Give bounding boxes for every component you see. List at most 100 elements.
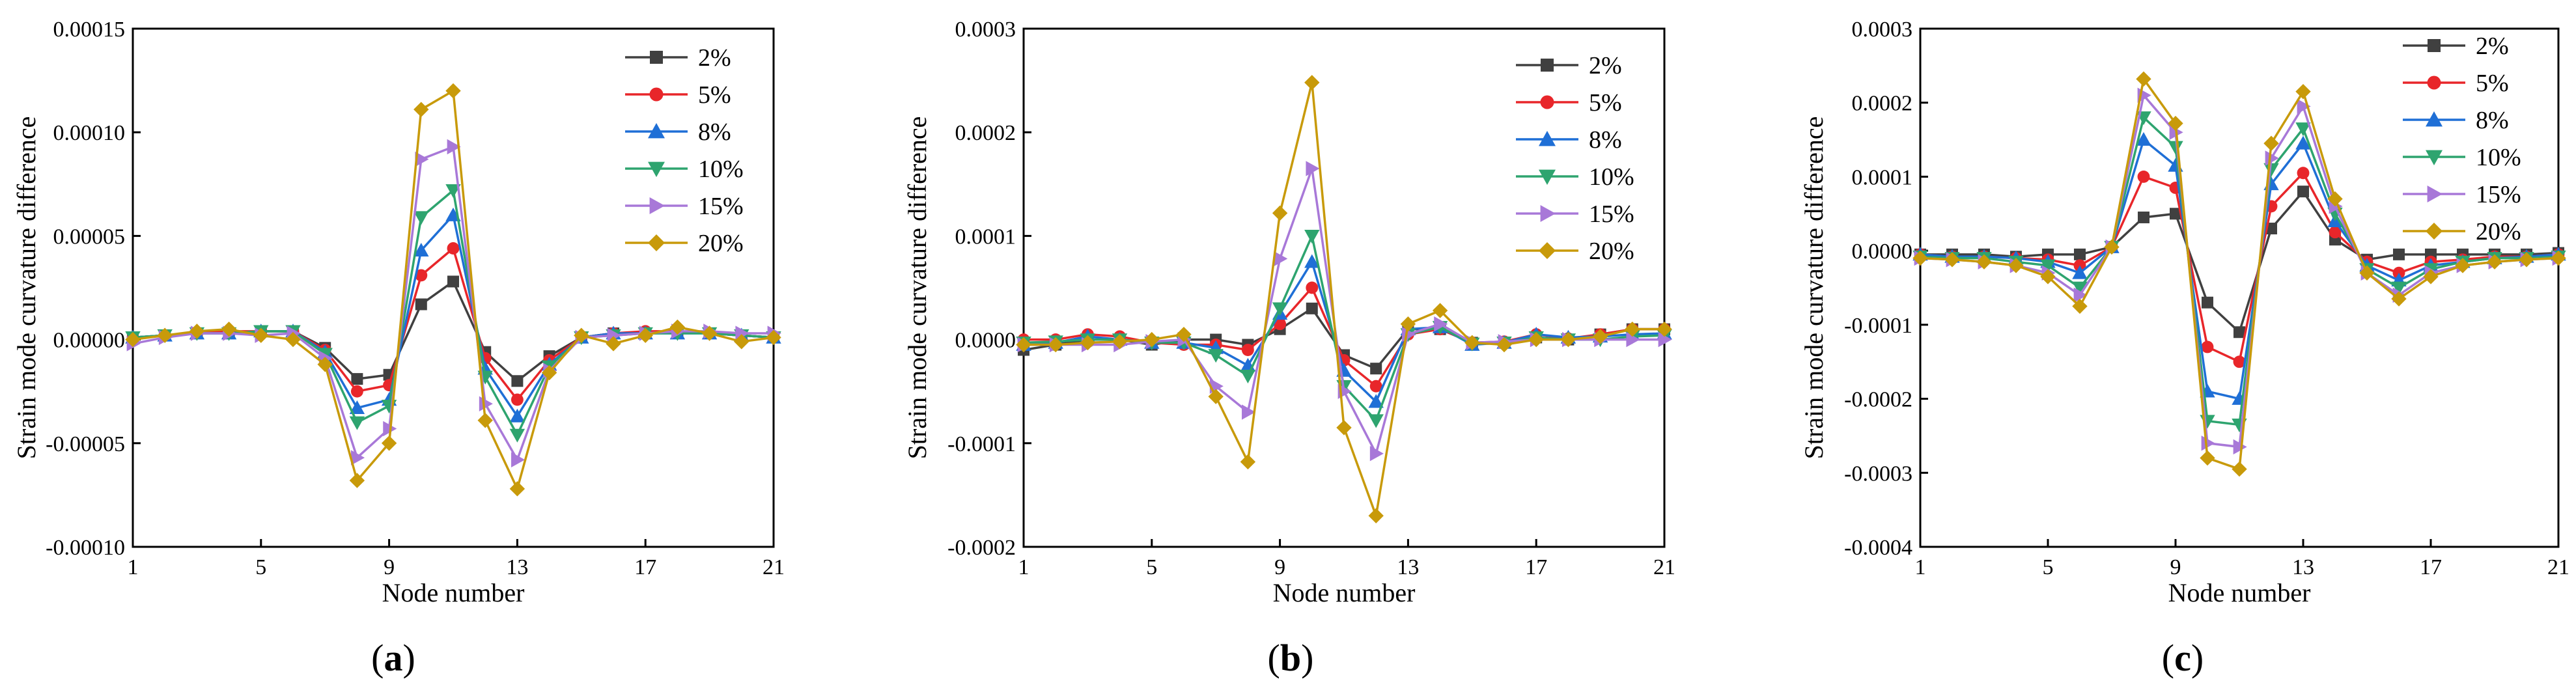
- x-tick-label: 1: [1915, 555, 1926, 579]
- data-point: [1240, 454, 1256, 470]
- legend-label: 5%: [1589, 89, 1622, 117]
- y-axis-label: Strain mode curvature difference: [1799, 117, 1828, 460]
- data-point: [1272, 205, 1288, 221]
- data-point: [1240, 369, 1256, 384]
- legend: 2% 5% 8% 10% 15% 20%: [625, 44, 744, 257]
- data-point: [1306, 281, 1319, 294]
- legend-marker: [649, 87, 664, 102]
- data-point: [1368, 394, 1384, 408]
- data-point: [2263, 135, 2279, 151]
- data-point: [2295, 135, 2311, 150]
- legend-marker: [1539, 131, 1556, 146]
- panel-label-letter: b: [1280, 637, 1301, 679]
- x-tick-label: 5: [2043, 555, 2054, 579]
- legend-label: 20%: [698, 230, 744, 257]
- plot-frame: [132, 27, 775, 548]
- y-tick-label: -0.00010: [46, 536, 125, 560]
- series-20pct: [125, 83, 781, 497]
- data-point: [2201, 436, 2215, 451]
- data-point: [1625, 321, 1640, 337]
- data-point: [415, 269, 428, 282]
- data-point: [2359, 265, 2375, 281]
- series-8pct: [125, 207, 781, 422]
- data-point: [511, 393, 524, 406]
- series-line: [1024, 81, 1664, 517]
- data-point: [511, 375, 524, 387]
- data-point: [2168, 115, 2183, 131]
- data-point: [1368, 508, 1384, 523]
- y-tick-label: 0.00000: [53, 329, 126, 353]
- data-point: [669, 319, 686, 335]
- legend-label: 5%: [2476, 70, 2509, 97]
- legend-marker: [1541, 59, 1554, 72]
- panel-label-open: (: [1268, 637, 1280, 679]
- data-point: [1976, 254, 1992, 270]
- data-point: [1336, 420, 1352, 436]
- x-tick-label: 17: [1525, 555, 1547, 579]
- legend-label: 20%: [2476, 218, 2521, 245]
- data-point: [2040, 269, 2056, 284]
- data-point: [2487, 254, 2502, 270]
- panel-label-close: ): [1301, 637, 1313, 679]
- y-tick-label: -0.0002: [947, 536, 1016, 560]
- y-tick-label: 0.0003: [955, 18, 1016, 42]
- legend: 2% 5% 8% 10% 15% 20%: [1516, 52, 1634, 265]
- data-point: [1464, 335, 1480, 351]
- data-point: [1304, 230, 1320, 244]
- x-tick-label: 9: [2170, 555, 2181, 579]
- data-point: [1400, 316, 1416, 332]
- x-tick-label: 13: [2292, 555, 2314, 579]
- data-point: [221, 321, 237, 337]
- y-axis-label: Strain mode curvature difference: [12, 117, 41, 460]
- data-point: [1242, 404, 1256, 420]
- data-point: [2295, 122, 2311, 137]
- x-tick-label: 1: [128, 555, 139, 579]
- series-10pct: [1016, 230, 1672, 428]
- x-tick-label: 21: [1653, 555, 1675, 579]
- panel-label-letter: c: [2174, 637, 2191, 679]
- legend-marker: [2428, 39, 2441, 52]
- data-point: [2232, 461, 2247, 477]
- data-point: [1658, 331, 1672, 348]
- data-point: [447, 139, 461, 155]
- data-point: [157, 327, 173, 343]
- data-point: [511, 452, 525, 467]
- data-point: [189, 324, 205, 339]
- data-point: [285, 331, 301, 348]
- data-point: [1208, 389, 1224, 404]
- y-tick-label: 0.0003: [1852, 18, 1913, 42]
- data-point: [1496, 337, 1512, 353]
- data-point: [1560, 331, 1576, 348]
- data-point: [1369, 446, 1384, 462]
- data-point: [2393, 248, 2405, 260]
- series-line: [1920, 77, 2559, 471]
- x-tick-label: 17: [2420, 555, 2442, 579]
- y-tick-label: -0.0003: [1844, 462, 1912, 486]
- data-point: [253, 327, 269, 343]
- data-point: [766, 329, 781, 346]
- series-20pct: [1912, 71, 2566, 477]
- data-point: [2423, 269, 2439, 284]
- legend-marker: [2427, 186, 2443, 202]
- data-point: [351, 450, 365, 465]
- series-line: [1024, 167, 1664, 455]
- data-point: [349, 400, 365, 415]
- data-point: [2233, 439, 2247, 455]
- x-tick-label: 13: [506, 555, 528, 579]
- data-point: [2391, 281, 2407, 296]
- data-point: [1048, 337, 1063, 353]
- x-tick-label: 5: [1146, 555, 1157, 579]
- legend-marker: [2426, 150, 2443, 165]
- x-tick-label: 21: [763, 555, 785, 579]
- legend-label: 10%: [1589, 163, 1634, 191]
- data-point: [2329, 226, 2342, 239]
- panel-label-letter: a: [384, 637, 403, 679]
- data-point: [734, 334, 749, 350]
- data-point: [1528, 331, 1544, 348]
- data-point: [2072, 265, 2088, 279]
- data-point: [2200, 450, 2215, 466]
- data-point: [2202, 296, 2213, 309]
- data-point: [349, 416, 365, 430]
